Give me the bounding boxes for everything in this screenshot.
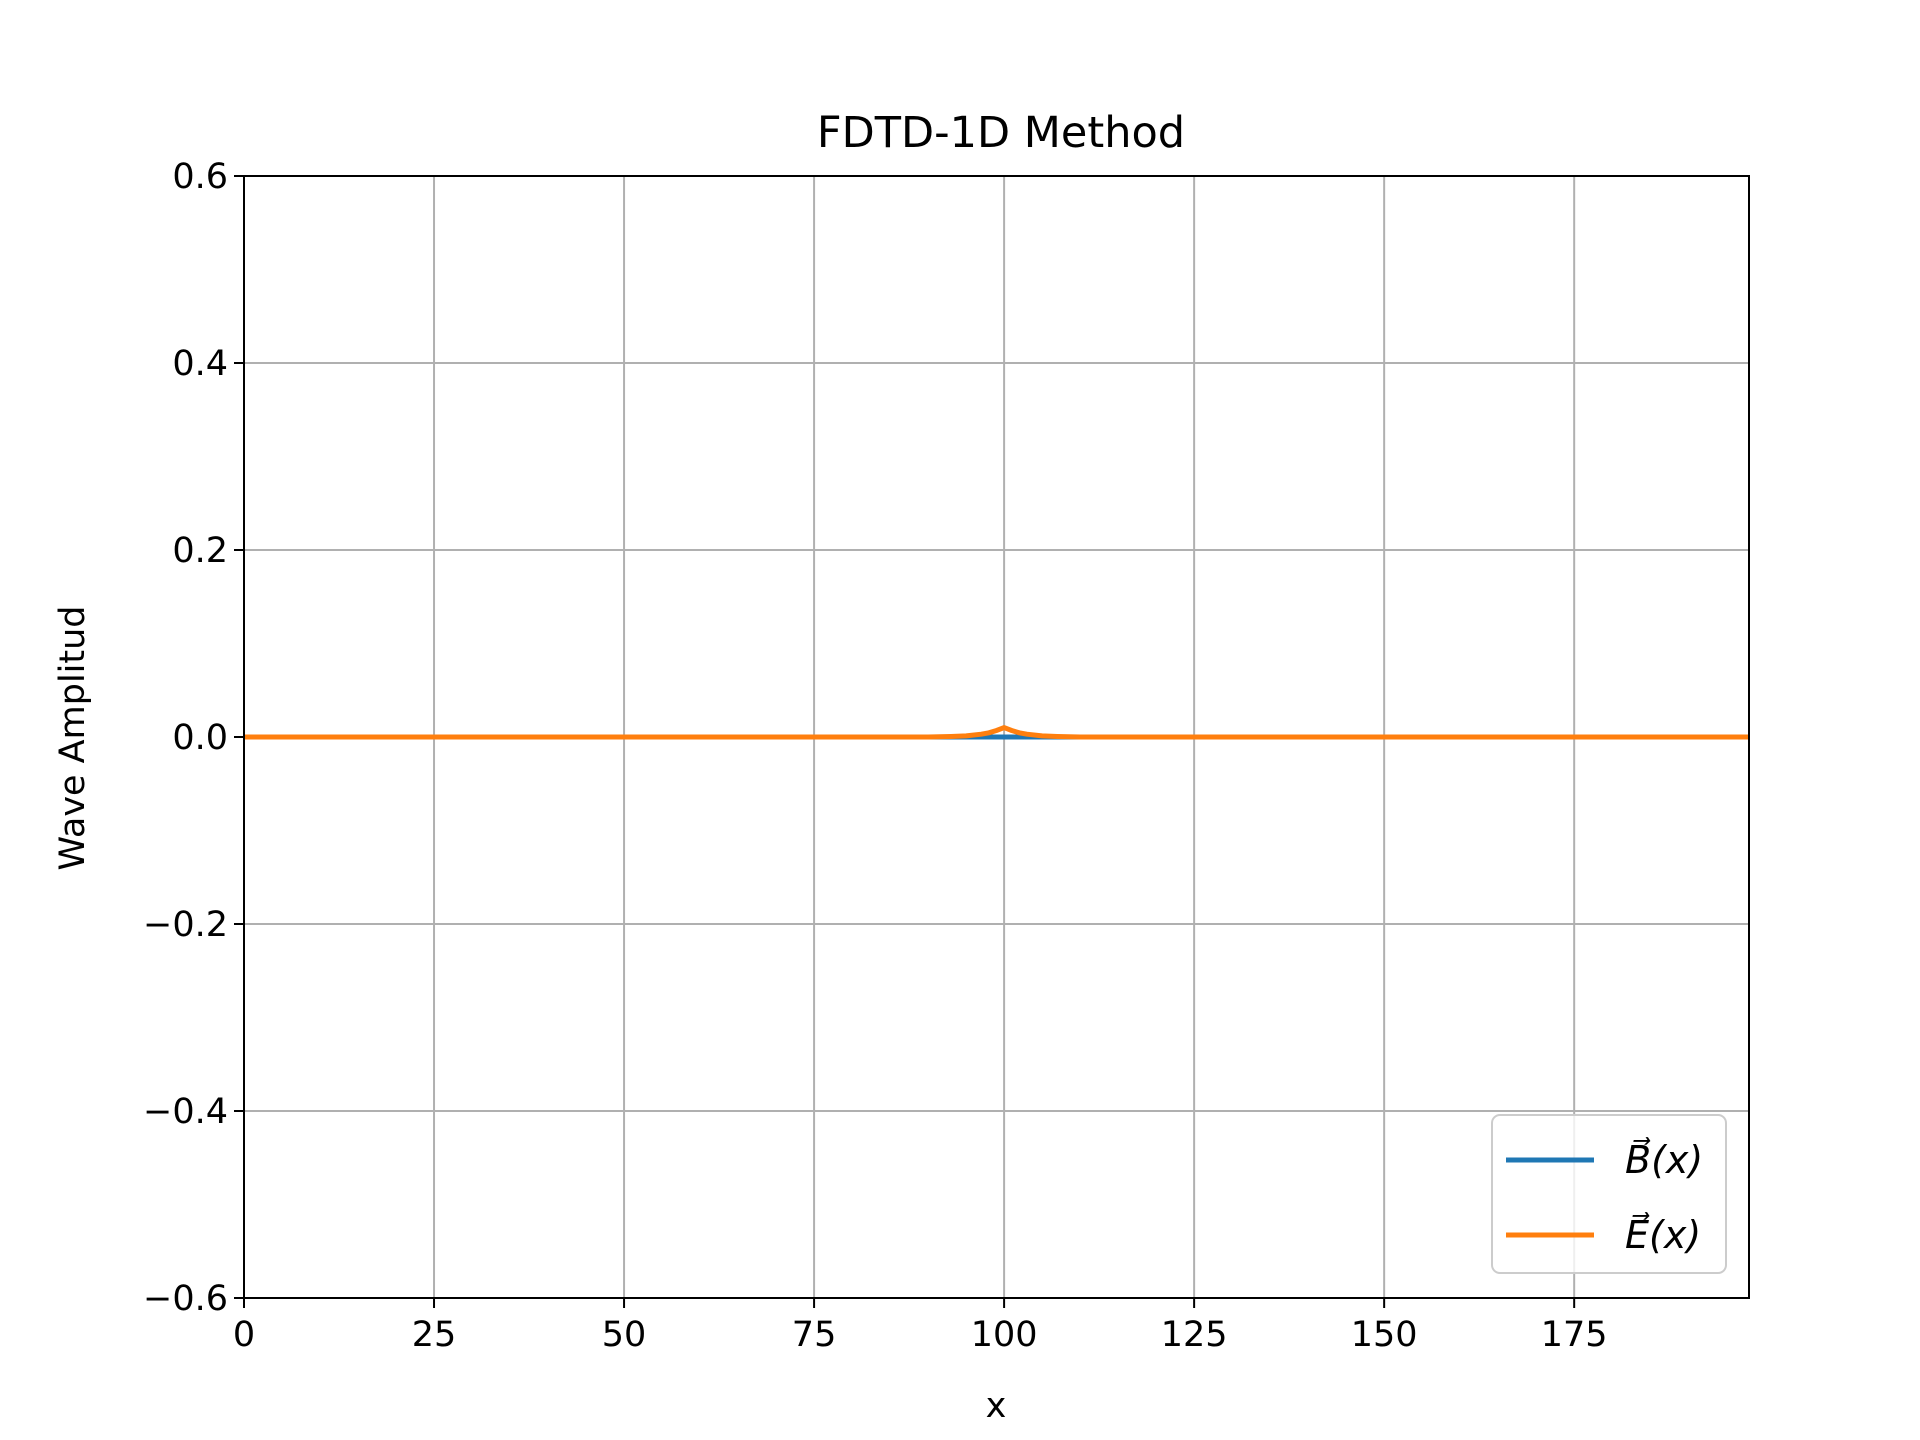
legend-label-e: E⃗(x): [1625, 1212, 1701, 1257]
x-axis: 0 25 50 75 100 125 150 175: [233, 1298, 1608, 1355]
legend: B⃗(x) E⃗(x): [1491, 1114, 1727, 1274]
x-tick-label: 50: [602, 1315, 647, 1355]
x-axis-label: x: [986, 1386, 1007, 1426]
x-tick-label: 150: [1351, 1315, 1418, 1355]
y-tick-label: −0.4: [143, 1092, 228, 1132]
chart-title: FDTD-1D Method: [817, 108, 1185, 158]
y-tick-label: 0.4: [172, 344, 228, 384]
y-axis-label: Wave Amplitud: [53, 605, 93, 870]
y-tick-label: −0.2: [143, 905, 228, 945]
y-tick-label: 0.2: [172, 531, 228, 571]
y-tick-label: 0.0: [172, 718, 228, 758]
legend-label-b: B⃗(x): [1625, 1137, 1703, 1182]
y-axis: −0.6 −0.4 −0.2 0.0 0.2 0.4 0.6: [143, 157, 244, 1319]
x-tick-label: 175: [1541, 1315, 1608, 1355]
x-tick-label: 0: [233, 1315, 255, 1355]
x-tick-label: 75: [792, 1315, 837, 1355]
series-layer: [244, 725, 1749, 740]
x-tick-label: 25: [412, 1315, 457, 1355]
y-tick-label: −0.6: [143, 1279, 228, 1319]
x-tick-label: 125: [1161, 1315, 1228, 1355]
x-tick-label: 100: [971, 1315, 1038, 1355]
y-tick-label: 0.6: [172, 157, 228, 197]
series-line-e: [244, 725, 1749, 740]
